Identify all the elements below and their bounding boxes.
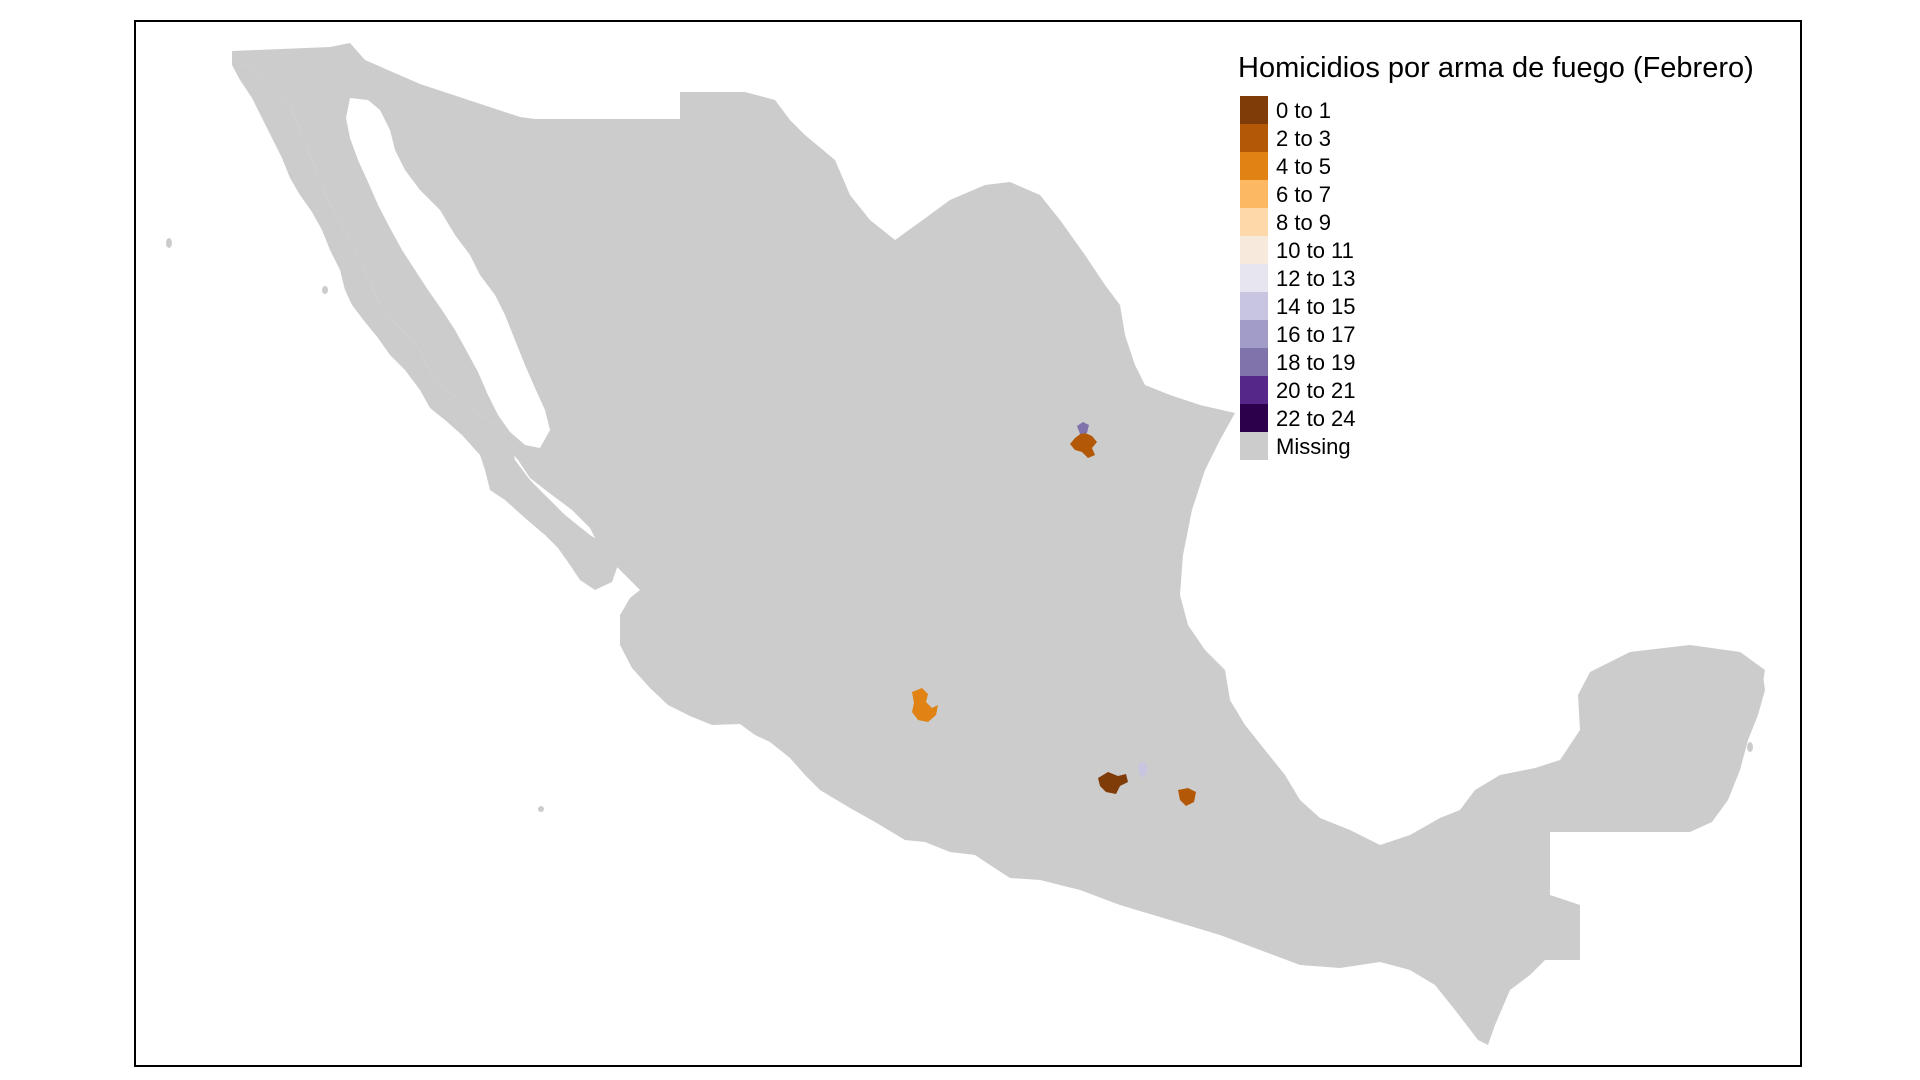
legend-label: 0 to 1: [1276, 98, 1331, 123]
legend-label: 2 to 3: [1276, 126, 1331, 151]
legend-label: 4 to 5: [1276, 154, 1331, 179]
legend-label: 10 to 11: [1276, 238, 1354, 263]
legend-label: Missing: [1276, 434, 1351, 459]
legend-label: 18 to 19: [1276, 350, 1356, 375]
legend-swatch: [1240, 180, 1268, 208]
island-3: [757, 655, 769, 663]
yucatan-peninsula: [1580, 648, 1765, 832]
legend-items: 0 to 1 2 to 3 4 to 5 6 to 7 8 to 9 10 to 11 12…: [1240, 96, 1356, 460]
legend-swatch: [1240, 96, 1268, 124]
legend-swatch: [1240, 236, 1268, 264]
island-6: [1747, 742, 1753, 752]
legend-label: 8 to 9: [1276, 210, 1331, 235]
island-1: [166, 238, 172, 248]
legend-label: 20 to 21: [1276, 378, 1356, 403]
mexico-city-region: [1098, 772, 1128, 794]
monterrey-north-region: [1077, 422, 1089, 434]
puebla-region: [1178, 788, 1196, 806]
gulf-of-california: [346, 98, 550, 448]
legend-swatch: [1240, 376, 1268, 404]
island-2: [322, 286, 328, 294]
legend-label: 22 to 24: [1276, 406, 1356, 431]
baja-california-peninsula: [232, 51, 618, 590]
monterrey-region: [1070, 432, 1097, 458]
island-5: [538, 806, 544, 812]
legend-swatch: [1240, 320, 1268, 348]
legend-swatch: [1240, 432, 1268, 460]
legend-swatch: [1240, 208, 1268, 236]
legend-title: Homicidios por arma de fuego (Febrero): [1238, 52, 1754, 84]
mainland-mexico: [232, 43, 1765, 1045]
legend-swatch: [1240, 124, 1268, 152]
valley-toluca-region: [1138, 762, 1148, 778]
legend-label: 12 to 13: [1276, 266, 1356, 291]
legend-swatch: [1240, 292, 1268, 320]
guadalajara-region: [912, 688, 938, 722]
legend-swatch: [1240, 152, 1268, 180]
island-4: [812, 705, 824, 713]
map-frame: [134, 20, 1802, 1067]
legend-swatch: [1240, 348, 1268, 376]
legend-label: 6 to 7: [1276, 182, 1331, 207]
legend-swatch: [1240, 264, 1268, 292]
legend-label: 14 to 15: [1276, 294, 1356, 319]
legend: Homicidios por arma de fuego (Febrero) 0…: [1238, 52, 1754, 460]
legend-label: 16 to 17: [1276, 322, 1356, 347]
legend-swatch: [1240, 404, 1268, 432]
